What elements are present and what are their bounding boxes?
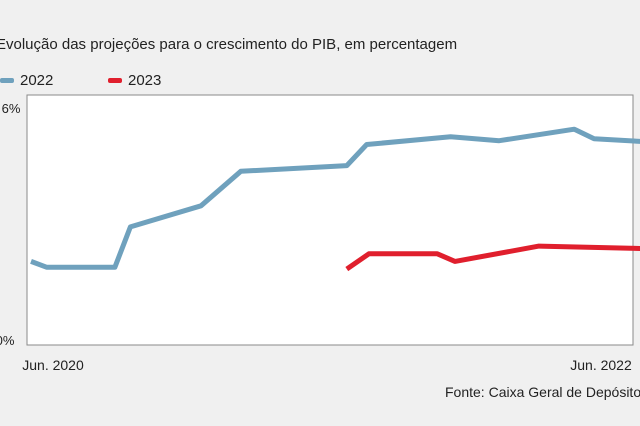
series-line-2022 [30,126,640,270]
chart-title: Evolução das projeções para o cresciment… [0,36,458,53]
y-tick-label-bottom: 0% [0,333,15,348]
legend-label-2023: 2023 [128,72,162,89]
series-line-2023 [345,243,640,272]
x-tick-label-end: Jun. 2022 [570,357,632,373]
legend-swatch-2023 [108,78,122,83]
legend-label-2022: 2022 [20,72,54,89]
x-tick-label-start: Jun. 2020 [22,357,84,373]
legend-item-2022: 2022 [0,72,53,89]
legend-item-2023: 2023 [108,72,161,89]
y-tick-label-top: 6% [2,101,21,116]
legend-swatch-2022 [0,78,14,83]
source-note: Fonte: Caixa Geral de Depósitos [445,384,640,400]
legend: 2022 2023 [0,72,640,92]
series-layer: 5,62,0 [30,126,640,272]
